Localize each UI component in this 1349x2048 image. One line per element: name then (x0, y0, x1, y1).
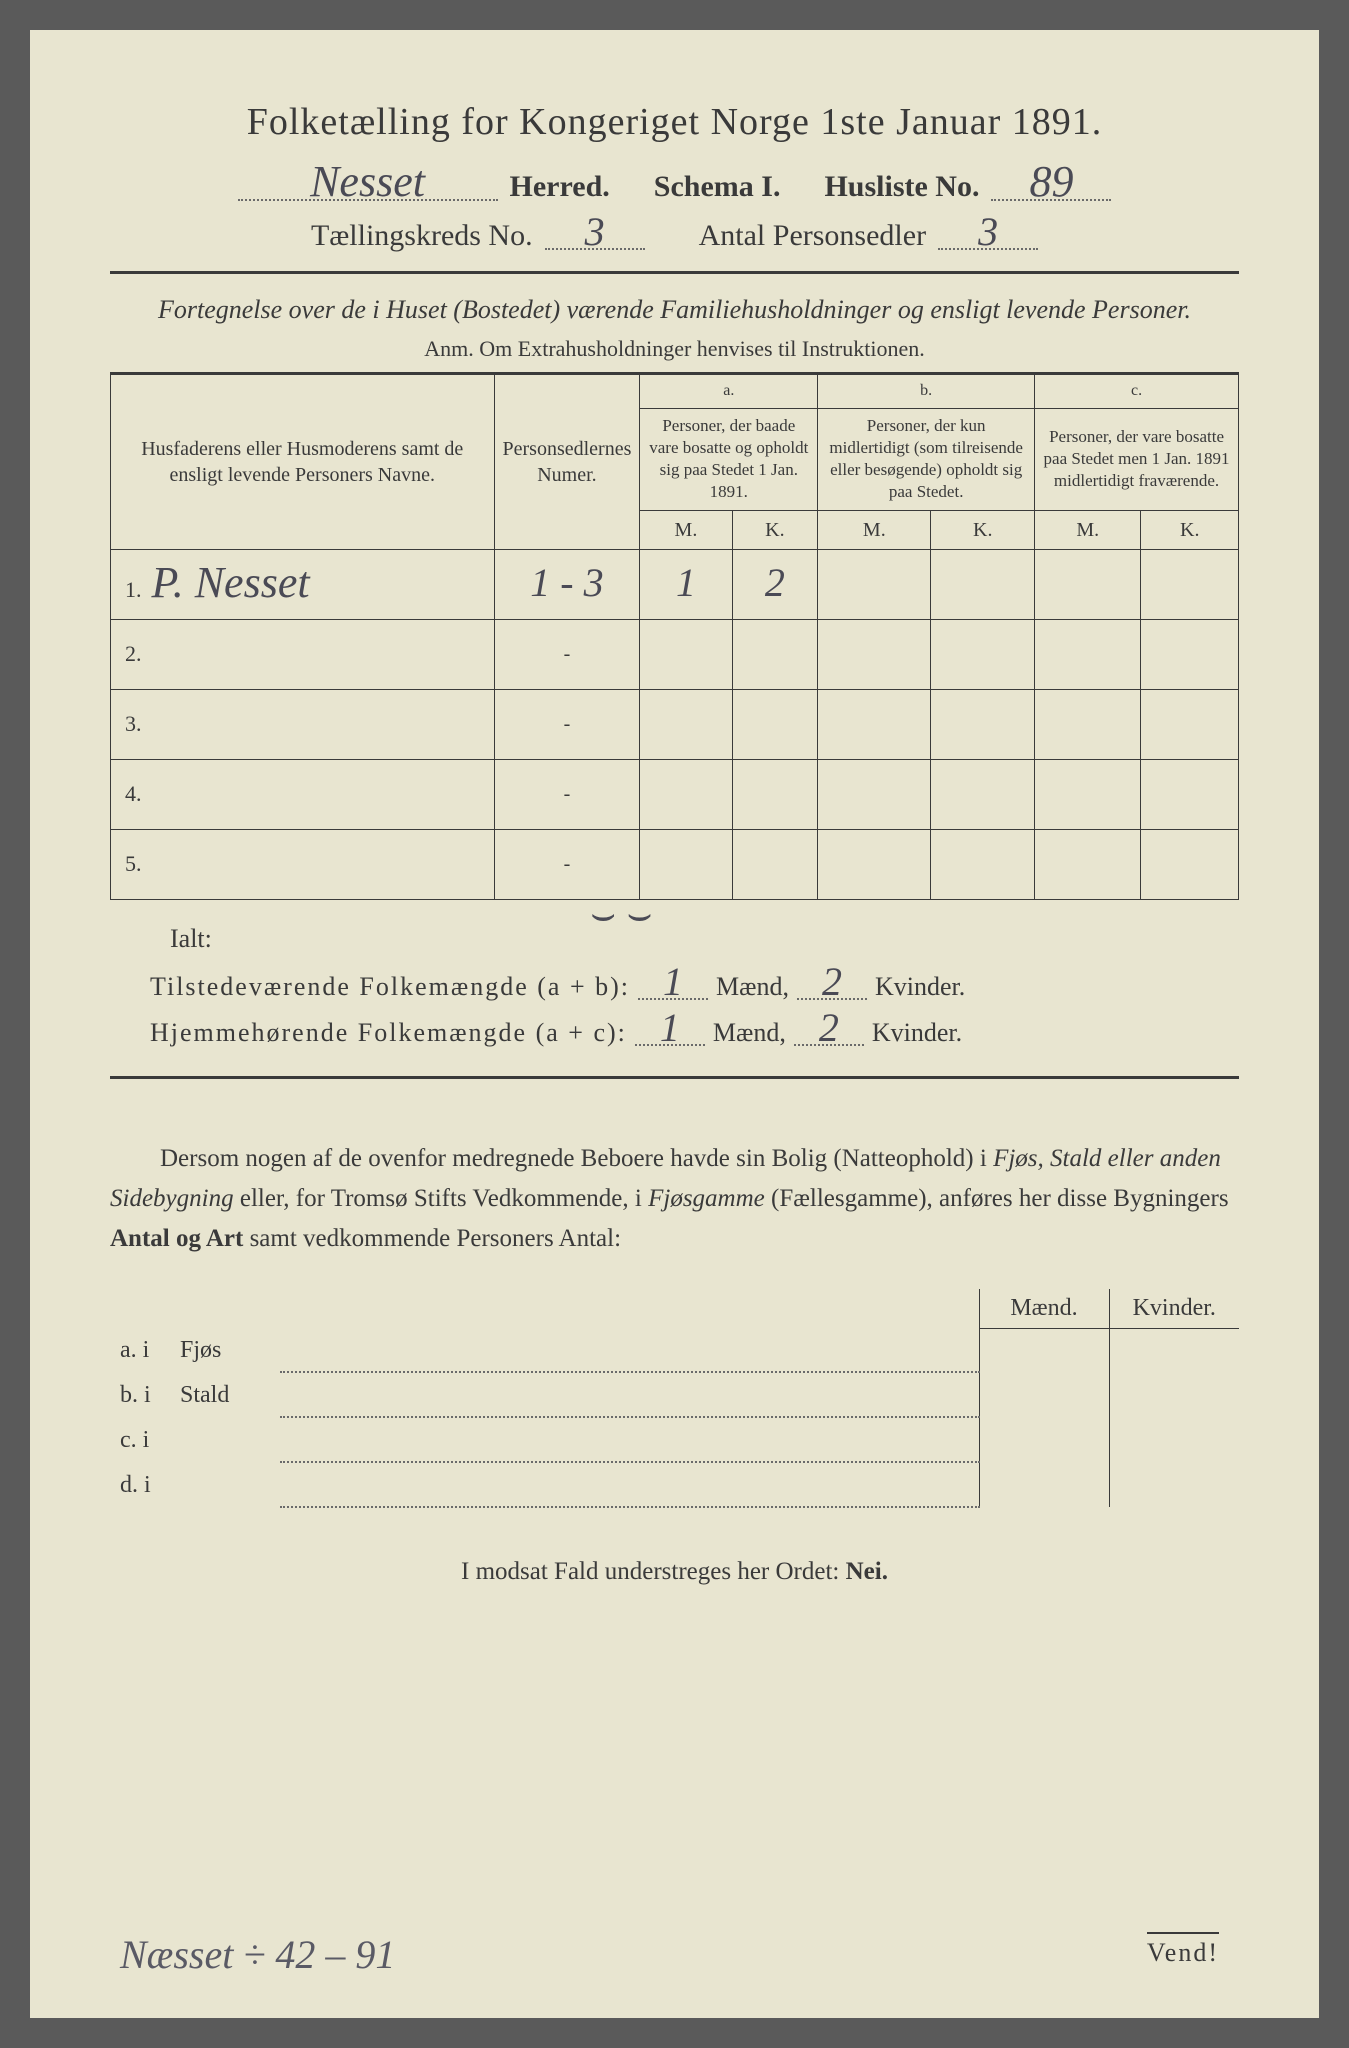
bottom-scribble: Næsset ÷ 42 – 91 (120, 1931, 395, 1978)
hjemme-k: 2 (794, 1012, 864, 1046)
para-text: Dersom nogen af de ovenfor medregnede Be… (160, 1145, 993, 1172)
kvinder-label: Kvinder. (875, 972, 965, 1002)
maend-label-2: Mænd, (713, 1018, 786, 1048)
modsat-line: I modsat Fald understreges her Ordet: Ne… (110, 1558, 1239, 1586)
kvinder-label-2: Kvinder. (872, 1018, 962, 1048)
fjøs-row: c. i (110, 1417, 1239, 1462)
antal-value: 3 (938, 216, 1038, 250)
col-a-m: M. (640, 510, 732, 549)
main-table: Husfaderens eller Husmoderens samt de en… (110, 372, 1239, 899)
checkmark: ⌣ ⌣ (590, 890, 653, 937)
table-row: 2. - (111, 619, 1239, 689)
table-row: 3. - (111, 689, 1239, 759)
col-a: Personer, der baade vare bosatte og opho… (640, 409, 818, 510)
col-c: Personer, der vare bosatte paa Stedet me… (1035, 409, 1239, 510)
fjøs-kvinder-head: Kvinder. (1109, 1289, 1239, 1329)
subtitle: Fortegnelse over de i Huset (Bostedet) v… (110, 292, 1239, 328)
col-b: Personer, der kun midlertidigt (som tilr… (818, 409, 1035, 510)
fjøs-row: b. i Stald (110, 1372, 1239, 1417)
tilstede-k: 2 (797, 966, 867, 1000)
totals-line-1: Tilstedeværende Folkemængde (a + b): 1 M… (150, 966, 1239, 1002)
totals-line-2: Hjemmehørende Folkemængde (a + c): 1 Mæn… (150, 1012, 1239, 1048)
table-row: 4. - (111, 759, 1239, 829)
kreds-value: 3 (545, 216, 645, 250)
maend-label: Mænd, (716, 972, 789, 1002)
divider-2 (110, 1076, 1239, 1079)
col-c-k: K. (1141, 510, 1239, 549)
para-text-4: samt vedkommende Personers Antal: (243, 1225, 621, 1252)
herred-label: Herred. (510, 170, 610, 204)
col-numer: Personsedlernes Numer. (494, 374, 640, 549)
col-names: Husfaderens eller Husmoderens samt de en… (111, 374, 495, 549)
fjøs-row: d. i (110, 1462, 1239, 1507)
herred-value: Nesset (238, 164, 498, 201)
modsat-text: I modsat Fald understreges her Ordet: (461, 1558, 846, 1585)
kreds-label: Tællingskreds No. (311, 219, 533, 253)
para-text-2: eller, for Tromsø Stifts Vedkommende, i (234, 1185, 649, 1212)
nei-text: Nei. (846, 1558, 888, 1585)
antal-label: Antal Personsedler (699, 219, 926, 253)
para-italic-2: Fjøsgamme (648, 1185, 765, 1212)
schema-label: Schema I. (654, 170, 781, 204)
col-b-k: K. (931, 510, 1035, 549)
anm-note: Anm. Om Extrahusholdninger henvises til … (110, 336, 1239, 362)
page-title: Folketælling for Kongeriget Norge 1ste J… (110, 100, 1239, 144)
para-bold: Antal og Art (110, 1225, 243, 1252)
fjøs-row: a. i Fjøs (110, 1328, 1239, 1372)
paragraph: Dersom nogen af de ovenfor medregnede Be… (110, 1139, 1239, 1259)
col-a-top: a. (640, 374, 818, 409)
hjemme-label: Hjemmehørende Folkemængde (a + c): (150, 1018, 627, 1048)
col-a-k: K. (732, 510, 818, 549)
col-c-top: c. (1035, 374, 1239, 409)
tilstede-m: 1 (638, 966, 708, 1000)
vend-label: Vend! (1147, 1932, 1219, 1968)
col-b-m: M. (818, 510, 931, 549)
divider (110, 271, 1239, 274)
tilstede-label: Tilstedeværende Folkemængde (a + b): (150, 972, 630, 1002)
header-row-2: Tællingskreds No. 3 Antal Personsedler 3 (110, 216, 1239, 253)
col-c-m: M. (1035, 510, 1141, 549)
hjemme-m: 1 (635, 1012, 705, 1046)
ialt-label: Ialt: (170, 924, 1239, 954)
col-b-top: b. (818, 374, 1035, 409)
fjøs-maend-head: Mænd. (979, 1289, 1109, 1329)
header-row-1: Nesset Herred. Schema I. Husliste No. 89 (110, 164, 1239, 204)
census-form-page: Folketælling for Kongeriget Norge 1ste J… (30, 30, 1319, 2018)
para-text-3: (Fællesgamme), anføres her disse Bygning… (765, 1185, 1229, 1212)
table-row: 5. - (111, 829, 1239, 899)
fjøs-table: Mænd. Kvinder. a. i Fjøs b. i Stald c. i… (110, 1289, 1239, 1509)
husliste-label: Husliste No. (824, 170, 979, 204)
table-row: 1.P. Nesset 1 - 3 1 2 (111, 549, 1239, 619)
husliste-value: 89 (991, 164, 1111, 201)
